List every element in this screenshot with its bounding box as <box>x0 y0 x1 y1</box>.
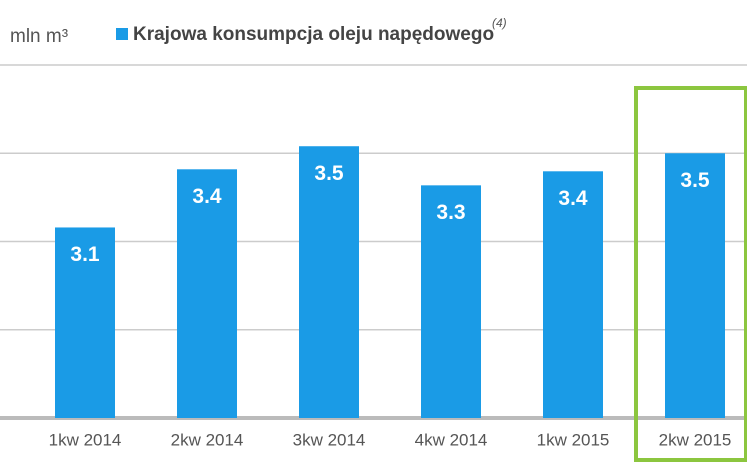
value-label: 3.4 <box>558 187 588 210</box>
value-label: 3.5 <box>680 169 710 192</box>
x-tick-label: 1kw 2014 <box>49 430 122 449</box>
x-tick-label: 3kw 2014 <box>293 430 366 449</box>
value-label: 3.5 <box>314 162 344 185</box>
value-label: 3.1 <box>70 243 100 266</box>
x-tick-label: 2kw 2014 <box>171 430 244 449</box>
y-label: mln m³ <box>10 26 68 47</box>
legend-label: Krajowa konsumpcja oleju napędowego <box>133 24 494 45</box>
x-tick-label: 1kw 2015 <box>537 430 610 449</box>
value-label: 3.3 <box>436 201 465 224</box>
bar <box>421 185 481 418</box>
legend-swatch <box>116 28 128 40</box>
bar <box>177 169 237 418</box>
plot: 1kw 2014 3.1 2kw 2014 3.4 3kw 2014 3.5 4kw 201… <box>0 64 747 449</box>
x-tick-label: 4kw 2014 <box>415 430 488 449</box>
highlight-box <box>634 86 747 462</box>
legend-note: (4) <box>492 16 507 30</box>
bar <box>543 171 603 418</box>
bar <box>55 227 115 418</box>
bar <box>665 153 725 418</box>
value-label: 3.4 <box>192 185 222 208</box>
bar <box>299 146 359 419</box>
x-tick-label: 2kw 2015 <box>659 430 732 449</box>
